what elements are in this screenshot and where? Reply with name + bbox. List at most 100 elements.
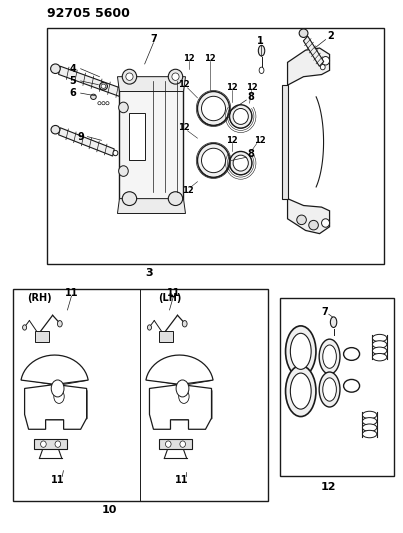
Bar xyxy=(48,28,384,264)
Text: 11: 11 xyxy=(167,288,180,298)
Polygon shape xyxy=(288,48,330,85)
Polygon shape xyxy=(129,113,145,160)
Ellipse shape xyxy=(259,67,264,74)
Ellipse shape xyxy=(362,418,377,425)
Ellipse shape xyxy=(319,339,340,374)
Ellipse shape xyxy=(100,83,108,90)
Text: 11: 11 xyxy=(175,475,188,484)
Ellipse shape xyxy=(101,84,106,88)
Text: (LH): (LH) xyxy=(158,293,181,303)
Polygon shape xyxy=(119,77,183,199)
Polygon shape xyxy=(35,331,49,342)
Polygon shape xyxy=(159,439,192,449)
Ellipse shape xyxy=(106,102,109,105)
Ellipse shape xyxy=(202,148,226,173)
Polygon shape xyxy=(303,36,324,66)
Polygon shape xyxy=(153,361,212,419)
Ellipse shape xyxy=(290,333,311,369)
Text: 6: 6 xyxy=(69,88,76,98)
Ellipse shape xyxy=(372,341,387,348)
Text: (RH): (RH) xyxy=(27,293,52,303)
Ellipse shape xyxy=(322,219,330,227)
Text: 12: 12 xyxy=(226,136,237,145)
Text: 12: 12 xyxy=(183,54,195,62)
Ellipse shape xyxy=(323,378,337,401)
Ellipse shape xyxy=(319,372,340,407)
Ellipse shape xyxy=(299,29,308,37)
Ellipse shape xyxy=(98,102,101,105)
Ellipse shape xyxy=(286,366,316,417)
Text: 11: 11 xyxy=(51,475,64,484)
Bar xyxy=(280,298,394,476)
Ellipse shape xyxy=(180,441,185,447)
Polygon shape xyxy=(146,355,213,429)
Ellipse shape xyxy=(372,347,387,354)
Text: 12: 12 xyxy=(226,83,237,92)
Text: 5: 5 xyxy=(69,76,76,86)
Text: 2: 2 xyxy=(327,31,334,41)
Ellipse shape xyxy=(233,155,248,171)
Ellipse shape xyxy=(118,102,128,113)
Ellipse shape xyxy=(182,320,187,327)
Ellipse shape xyxy=(197,92,230,125)
Ellipse shape xyxy=(290,373,311,409)
Ellipse shape xyxy=(362,424,377,431)
Ellipse shape xyxy=(51,64,60,74)
Text: 4: 4 xyxy=(69,64,76,74)
Text: 8: 8 xyxy=(247,92,254,102)
Ellipse shape xyxy=(297,215,306,224)
Text: 7: 7 xyxy=(150,34,157,44)
Text: 1: 1 xyxy=(258,36,264,46)
Ellipse shape xyxy=(166,441,171,447)
Ellipse shape xyxy=(118,166,128,176)
Ellipse shape xyxy=(55,441,60,447)
Ellipse shape xyxy=(91,94,96,100)
Polygon shape xyxy=(282,85,288,199)
Polygon shape xyxy=(34,439,67,449)
Ellipse shape xyxy=(176,380,189,397)
Ellipse shape xyxy=(102,102,105,105)
Polygon shape xyxy=(117,199,185,214)
Ellipse shape xyxy=(51,380,64,397)
Polygon shape xyxy=(28,361,87,419)
Ellipse shape xyxy=(168,69,183,84)
Polygon shape xyxy=(58,128,114,156)
Ellipse shape xyxy=(320,64,325,70)
Ellipse shape xyxy=(41,441,46,447)
Ellipse shape xyxy=(23,325,27,330)
Ellipse shape xyxy=(51,125,60,134)
Ellipse shape xyxy=(372,334,387,342)
Text: 12: 12 xyxy=(253,136,266,145)
Ellipse shape xyxy=(202,96,226,120)
Ellipse shape xyxy=(233,109,248,124)
Ellipse shape xyxy=(57,320,62,327)
Text: 8: 8 xyxy=(247,149,254,159)
Ellipse shape xyxy=(172,73,179,80)
Text: 12: 12 xyxy=(246,83,258,92)
Ellipse shape xyxy=(197,143,230,177)
Ellipse shape xyxy=(54,390,64,403)
Ellipse shape xyxy=(126,73,133,80)
Ellipse shape xyxy=(258,45,265,56)
Ellipse shape xyxy=(362,430,377,438)
Bar xyxy=(13,289,268,501)
Ellipse shape xyxy=(330,317,337,327)
Polygon shape xyxy=(117,77,185,92)
Ellipse shape xyxy=(323,345,337,368)
Text: 12: 12 xyxy=(178,123,189,132)
Ellipse shape xyxy=(309,220,318,230)
Text: 12: 12 xyxy=(178,80,189,89)
Ellipse shape xyxy=(168,192,183,206)
Ellipse shape xyxy=(179,390,189,403)
Polygon shape xyxy=(21,355,88,429)
Ellipse shape xyxy=(230,105,252,128)
Ellipse shape xyxy=(147,325,152,330)
Text: 11: 11 xyxy=(64,288,78,298)
Polygon shape xyxy=(58,66,126,98)
Ellipse shape xyxy=(122,69,137,84)
Ellipse shape xyxy=(113,150,118,156)
Ellipse shape xyxy=(286,326,316,377)
Ellipse shape xyxy=(372,353,387,361)
Ellipse shape xyxy=(122,192,137,206)
Ellipse shape xyxy=(362,411,377,419)
